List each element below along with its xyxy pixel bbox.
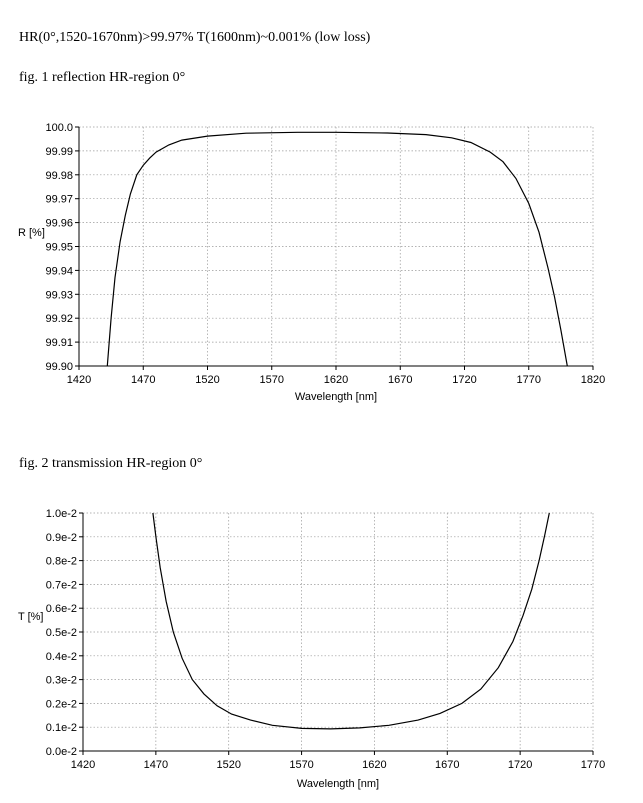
x-axis-title: Wavelength [nm] [295,391,377,403]
y-tick-label: 0.4e-2 [46,651,77,663]
y-tick-label: 0.8e-2 [46,556,77,568]
x-tick-label: 1720 [452,374,476,386]
x-tick-label: 1620 [362,759,386,771]
x-tick-label: 1520 [195,374,219,386]
y-tick-label: 99.99 [45,146,73,158]
y-tick-label: 99.95 [45,242,73,254]
y-tick-label: 0.7e-2 [46,579,77,591]
y-tick-label: 99.96 [45,218,73,230]
x-tick-label: 1420 [67,374,91,386]
x-tick-label: 1770 [581,759,605,771]
y-tick-label: 1.0e-2 [46,508,77,520]
x-tick-label: 1520 [216,759,240,771]
y-axis-title: T [%] [18,611,43,623]
x-axis-title: Wavelength [nm] [297,778,379,790]
y-axis-title: R [%] [18,227,45,239]
y-tick-label: 99.91 [45,337,73,349]
y-tick-label: 0.9e-2 [46,532,77,544]
y-tick-label: 0.1e-2 [46,722,77,734]
spec-text: HR(0°,1520-1670nm)>99.97% T(1600nm)~0.00… [19,30,371,45]
x-tick-label: 1820 [581,374,605,386]
y-tick-label: 0.2e-2 [46,698,77,710]
y-tick-label: 0.5e-2 [46,627,77,639]
grid [83,512,594,751]
y-tick-label: 99.90 [45,361,73,373]
y-tick-label: 0.0e-2 [46,746,77,758]
x-tick-label: 1720 [508,759,532,771]
series-line-0 [106,131,568,366]
y-tick-label: 99.97 [45,194,73,206]
x-tick-label: 1570 [260,374,284,386]
y-tick-label: 99.98 [45,170,73,182]
x-tick-label: 1470 [131,374,155,386]
grid [79,126,594,366]
y-tick-label: 0.6e-2 [46,603,77,615]
figure-2-caption: fig. 2 transmission HR-region 0° [19,456,203,471]
figure-1-caption: fig. 1 reflection HR-region 0° [19,70,186,85]
transmission-chart: 1420 1470 1520 1570 1620 1670 1720 1770 0.0e-2 0.… [18,508,605,790]
y-tick-label: 99.94 [45,265,73,277]
x-tick-label: 1770 [517,374,541,386]
y-tick-label: 100.0 [45,122,73,134]
y-tick-label: 99.92 [45,313,73,325]
reflection-chart: 1420 1470 1520 1570 1620 1670 1720 1770 1820 99.9… [18,122,605,403]
x-tick-label: 1570 [289,759,313,771]
x-tick-label: 1670 [435,759,459,771]
series-line-0 [152,512,550,730]
y-tick-label: 0.3e-2 [46,675,77,687]
x-tick-label: 1420 [71,759,95,771]
x-tick-label: 1470 [144,759,168,771]
y-tick-label: 99.93 [45,289,73,301]
x-tick-label: 1670 [388,374,412,386]
x-tick-label: 1620 [324,374,348,386]
